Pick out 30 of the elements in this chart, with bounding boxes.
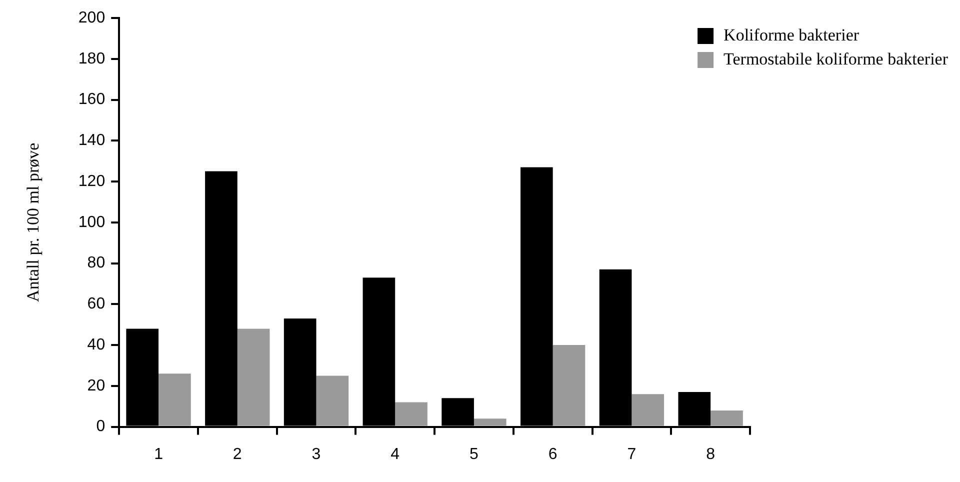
y-tick-label: 200: [78, 9, 106, 26]
y-tick-label: 140: [78, 132, 106, 150]
y-tick-label: 0: [96, 418, 106, 436]
y-axis-title: Antall pr. 100 ml prøve: [24, 142, 43, 302]
x-tick-label: 3: [312, 446, 321, 463]
x-tick-label: 2: [232, 446, 242, 463]
legend-label: Termostabile koliforme bakterier: [724, 49, 948, 68]
x-tick-label: 7: [627, 446, 636, 463]
y-tick-label: 40: [87, 336, 106, 354]
y-tick-label: 60: [87, 296, 106, 313]
y-tick-label: 180: [78, 50, 106, 68]
bar: [237, 328, 270, 426]
x-tick-label: 8: [706, 446, 716, 463]
bar: [710, 410, 743, 426]
y-tick-label: 100: [78, 214, 106, 231]
y-tick-label: 160: [78, 91, 106, 108]
x-tick-label: 5: [470, 446, 479, 463]
legend-label: Koliforme bakterier: [724, 25, 860, 44]
bar: [632, 394, 664, 426]
y-tick-label: 120: [78, 172, 106, 190]
bar: [395, 402, 428, 426]
bar: [552, 345, 586, 426]
bar: [474, 418, 506, 426]
y-tick-label: 80: [87, 254, 106, 272]
y-tick-label: 20: [87, 377, 106, 394]
x-tick-label: 4: [390, 446, 400, 463]
bar: [158, 374, 191, 426]
bar: [316, 376, 349, 426]
x-tick-label: 1: [154, 446, 164, 463]
x-tick-label: 6: [548, 446, 558, 463]
